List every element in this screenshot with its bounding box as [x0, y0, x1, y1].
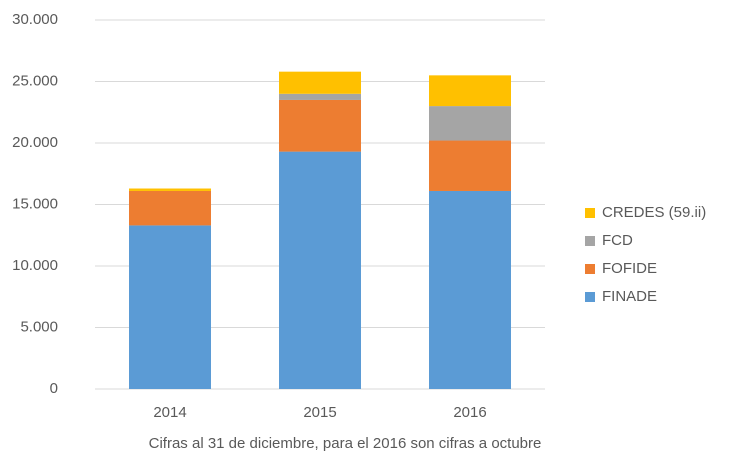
legend-label: FCD	[602, 232, 633, 249]
legend-label: CREDES (59.ii)	[602, 204, 706, 221]
y-tick-label: 30.000	[12, 11, 58, 28]
bar-segment	[129, 190, 211, 226]
y-tick-label: 15.000	[12, 195, 58, 212]
y-tick-label: 25.000	[12, 72, 58, 89]
bar-segment	[279, 71, 361, 94]
y-tick-label: 0	[50, 380, 58, 397]
bar-segment	[279, 93, 361, 100]
legend-swatch	[585, 264, 595, 274]
note: Cifras al 31 de diciembre, para el 2016 …	[149, 435, 542, 452]
bar-segment	[429, 106, 511, 141]
bar-segment	[279, 151, 361, 389]
y-tick-label: 10.000	[12, 257, 58, 274]
x-tick-label: 2014	[153, 404, 186, 421]
bar-segment	[129, 188, 211, 191]
legend-swatch	[585, 208, 595, 218]
y-tick-label: 5.000	[20, 318, 58, 335]
x-tick-label: 2016	[453, 404, 486, 421]
y-tick-label: 20.000	[12, 134, 58, 151]
legend-swatch	[585, 236, 595, 246]
bar-segment	[279, 99, 361, 152]
bar-segment	[429, 190, 511, 389]
bar-segment	[129, 225, 211, 389]
bar-segment	[429, 75, 511, 107]
x-tick-label: 2015	[303, 404, 336, 421]
bar-segment	[429, 140, 511, 191]
legend-swatch	[585, 292, 595, 302]
legend-label: FOFIDE	[602, 260, 657, 277]
legend-label: FINADE	[602, 288, 657, 305]
